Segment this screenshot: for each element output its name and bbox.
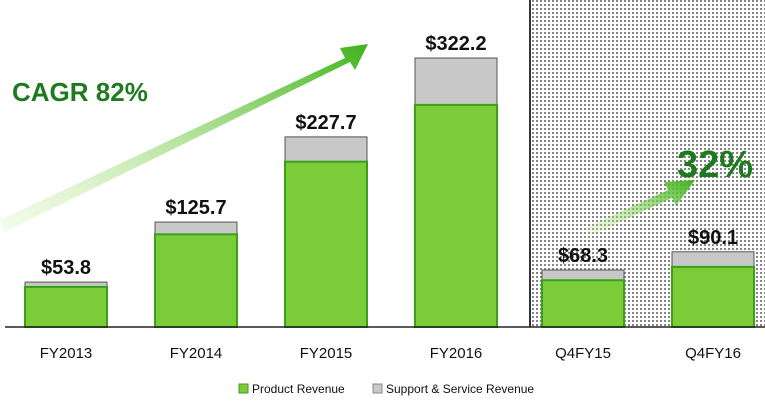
bar-product-FY2013 <box>24 285 108 328</box>
bar-product-FY2015 <box>284 160 368 328</box>
cagr-arrow-icon <box>0 44 368 232</box>
bar-product-Q4FY16 <box>671 265 755 329</box>
legend-swatch-product <box>238 383 249 394</box>
total-label-FY2015: $227.7 <box>295 112 356 134</box>
bar-support-Q4FY15 <box>541 269 625 281</box>
legend-swatch-support <box>372 383 383 394</box>
bar-product-Q4FY15 <box>541 279 625 328</box>
bar-support-Q4FY16 <box>671 251 755 268</box>
x-tick-label-FY2015: FY2015 <box>300 345 353 362</box>
x-tick-label-FY2013: FY2013 <box>40 345 93 362</box>
x-tick-label-Q4FY16: Q4FY16 <box>685 345 741 362</box>
x-tick-label-FY2016: FY2016 <box>430 345 483 362</box>
total-label-FY2013: $53.8 <box>41 257 91 279</box>
bar-support-FY2016 <box>414 57 498 106</box>
x-tick-label-Q4FY15: Q4FY15 <box>555 345 611 362</box>
bar-product-FY2014 <box>154 233 238 328</box>
legend-label-product: Product Revenue <box>252 382 345 396</box>
total-label-FY2016: $322.2 <box>425 33 486 55</box>
bar-support-FY2014 <box>154 221 238 235</box>
total-label-Q4FY16: $90.1 <box>688 227 738 249</box>
x-tick-label-FY2014: FY2014 <box>170 345 223 362</box>
quarter-growth-annotation: 32% <box>677 144 753 186</box>
total-label-FY2014: $125.7 <box>165 197 226 219</box>
cagr-annotation: CAGR 82% <box>12 77 148 107</box>
growth-arrow-icon <box>585 180 695 236</box>
legend-label-support: Support & Service Revenue <box>386 382 534 396</box>
total-label-Q4FY15: $68.3 <box>558 245 608 267</box>
bar-support-FY2015 <box>284 136 368 163</box>
bar-product-FY2016 <box>414 103 498 328</box>
